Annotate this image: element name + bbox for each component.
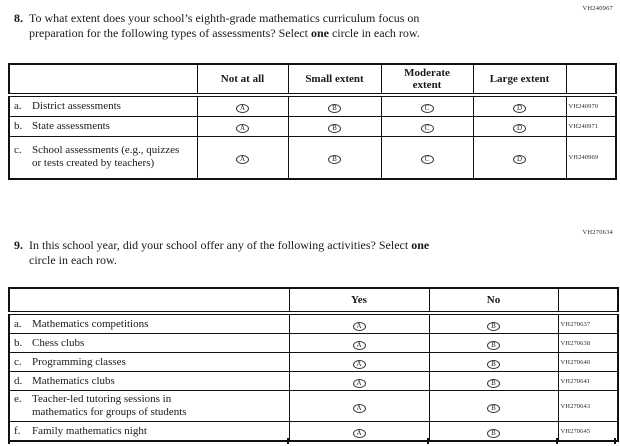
table-row: c. Programming classes A B VH270640 (8, 352, 619, 372)
table-row: a. Mathematics competitions A B VH270637 (8, 312, 619, 334)
question-8-line2-post: circle in each row. (328, 25, 420, 40)
q8-col-small-extent: Small extent (287, 63, 382, 97)
answer-bubble[interactable]: A (352, 322, 366, 331)
question-8-code: VH240967 (582, 5, 613, 12)
q8-col-not-at-all: Not at all (196, 63, 289, 97)
question-8-text: To what extent does your school’s eighth… (29, 11, 420, 40)
q8-col-large-extent: Large extent (472, 63, 567, 97)
answer-bubble[interactable]: A (236, 155, 249, 165)
q8-row-b-label: b. State assessments (8, 115, 198, 137)
q9-row-a-label: a. Mathematics competitions (8, 312, 290, 334)
question-8: 8. To what extent does your school’s eig… (14, 11, 579, 40)
answer-bubble[interactable]: B (487, 404, 500, 413)
q8-row-a-label: a. District assessments (8, 94, 198, 117)
q9-row-f-label: f. Family mathematics night (8, 421, 290, 442)
answer-bubble[interactable]: A (236, 124, 249, 133)
item-code: VH240970 (565, 94, 617, 117)
answer-bubble[interactable]: B (328, 124, 341, 133)
q9-code-column-header (557, 287, 619, 315)
answer-bubble[interactable]: D (513, 104, 526, 114)
question-9: 9. In this school year, did your school … (14, 238, 579, 267)
table-border-stub (556, 438, 558, 444)
q8-col-moderate-extent: Moderate extent (380, 63, 474, 97)
table-row: f. Family mathematics night A B VH270645 (8, 421, 619, 442)
answer-bubble[interactable]: A (352, 429, 366, 438)
q9-header-row: Yes No (8, 287, 619, 315)
table-row: a. District assessments A B C D VH240970 (8, 94, 617, 117)
q9-row-b-label: b. Chess clubs (8, 333, 290, 353)
q9-col-no: No (428, 287, 559, 315)
answer-bubble[interactable]: B (328, 155, 341, 165)
answer-bubble[interactable]: C (420, 155, 434, 165)
answer-bubble[interactable]: B (328, 104, 341, 114)
table-border-stub (8, 438, 10, 444)
question-9-number: 9. (14, 238, 23, 252)
answer-bubble[interactable]: A (352, 341, 366, 350)
question-9-line2: circle in each row. (29, 252, 117, 267)
question-9-line1-pre: In this school year, did your school off… (29, 238, 412, 252)
item-code: VH240971 (565, 115, 617, 137)
answer-bubble[interactable]: D (513, 155, 526, 165)
answer-bubble[interactable]: A (236, 104, 249, 114)
table-border-stub (287, 438, 289, 444)
q9-response-table: Yes No a. Mathematics competitions A B VH… (8, 287, 619, 442)
answer-bubble[interactable]: C (420, 124, 434, 133)
question-9-bold-word: one (411, 238, 430, 252)
table-row: c. School assessments (e.g., quizzes or t… (8, 135, 617, 180)
q9-row-e-label: e. Teacher-led tutoring sessions in mathe… (8, 390, 290, 422)
question-8-bold-word: one (310, 25, 329, 40)
item-code: VH240969 (565, 135, 617, 180)
item-code: VH270638 (557, 333, 619, 353)
question-8-line2-pre: preparation for the following types of a… (29, 25, 311, 40)
q9-stub-header (8, 287, 290, 315)
q9-row-c-label: c. Programming classes (8, 352, 290, 372)
q8-header-row: Not at all Small extent Moderate extent … (8, 63, 617, 97)
answer-bubble[interactable]: D (513, 124, 526, 133)
item-code: VH270645 (557, 421, 619, 442)
question-8-line1: To what extent does your school’s eighth… (29, 11, 420, 25)
q8-response-table: Not at all Small extent Moderate extent … (8, 63, 617, 180)
item-code: VH270643 (557, 390, 619, 422)
table-row: d. Mathematics clubs A B VH270641 (8, 371, 619, 391)
table-border-stub (427, 438, 429, 444)
item-code: VH270640 (557, 352, 619, 372)
answer-bubble[interactable]: B (487, 360, 500, 369)
answer-bubble[interactable]: B (487, 341, 500, 350)
q8-row-c-label: c. School assessments (e.g., quizzes or t… (8, 135, 198, 180)
question-8-number: 8. (14, 11, 23, 25)
answer-bubble[interactable]: A (352, 379, 366, 388)
q8-code-column-header (565, 63, 617, 97)
answer-bubble[interactable]: B (487, 322, 500, 331)
table-row: b. State assessments A B C D VH240971 (8, 115, 617, 137)
question-9-code: VH270634 (582, 229, 613, 236)
q9-col-yes: Yes (288, 287, 430, 315)
item-code: VH270637 (557, 312, 619, 334)
answer-bubble[interactable]: B (487, 429, 500, 438)
table-row: e. Teacher-led tutoring sessions in mathe… (8, 390, 619, 422)
question-9-text: In this school year, did your school off… (29, 238, 429, 267)
table-row: b. Chess clubs A B VH270638 (8, 333, 619, 353)
table-border-stub (614, 438, 616, 444)
q9-row-d-label: d. Mathematics clubs (8, 371, 290, 391)
answer-bubble[interactable]: A (352, 360, 366, 369)
answer-bubble[interactable]: C (420, 104, 434, 114)
answer-bubble[interactable]: B (487, 379, 500, 388)
item-code: VH270641 (557, 371, 619, 391)
answer-bubble[interactable]: A (352, 404, 366, 413)
q8-stub-header (8, 63, 198, 97)
